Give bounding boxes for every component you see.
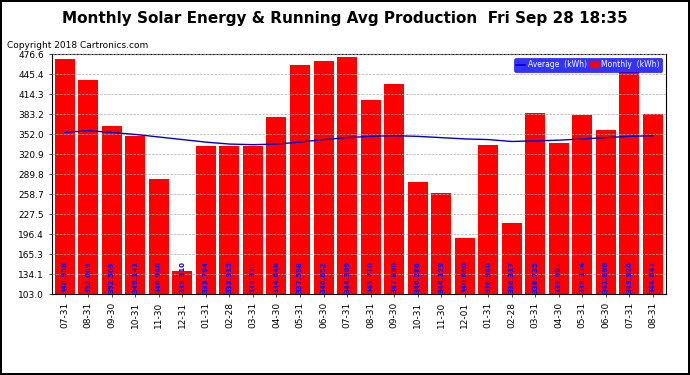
Text: Copyright 2018 Cartronics.com: Copyright 2018 Cartronics.com: [7, 41, 148, 50]
Text: 339.310: 339.310: [179, 261, 186, 293]
Text: 337.598: 337.598: [297, 261, 303, 293]
Text: 339.961: 339.961: [555, 261, 562, 293]
Text: 344.309: 344.309: [344, 261, 350, 293]
Bar: [572, 115, 592, 294]
Text: 333.794: 333.794: [203, 261, 209, 293]
Text: 338.735: 338.735: [532, 261, 538, 293]
Text: 346.940: 346.940: [156, 261, 162, 293]
Text: Monthly Solar Energy & Running Avg Production  Fri Sep 28 18:35: Monthly Solar Energy & Running Avg Produ…: [62, 11, 628, 26]
Text: 349.141: 349.141: [132, 261, 138, 293]
Text: 344.641: 344.641: [650, 261, 656, 293]
Text: 346.652: 346.652: [321, 261, 326, 293]
Bar: [620, 72, 640, 294]
Bar: [384, 84, 404, 294]
Bar: [643, 114, 663, 294]
Bar: [266, 117, 286, 294]
Text: 352.509: 352.509: [109, 261, 115, 293]
Text: 345.710: 345.710: [368, 261, 373, 293]
Legend: Average  (kWh), Monthly  (kWh): Average (kWh), Monthly (kWh): [514, 58, 662, 72]
Bar: [478, 145, 498, 294]
Text: 348.958: 348.958: [61, 261, 68, 293]
Bar: [101, 126, 121, 294]
Text: 352.069: 352.069: [86, 261, 91, 293]
Text: 338.940: 338.940: [485, 261, 491, 293]
Bar: [78, 80, 98, 294]
Bar: [408, 182, 428, 294]
Bar: [596, 130, 616, 294]
Bar: [55, 59, 75, 294]
Text: 336.317: 336.317: [509, 261, 515, 293]
Bar: [313, 61, 333, 294]
Bar: [196, 146, 216, 294]
Text: 334.648: 334.648: [273, 261, 279, 293]
Bar: [172, 271, 193, 294]
Text: 343.920: 343.920: [627, 261, 632, 293]
Text: 346.286: 346.286: [415, 261, 421, 293]
Bar: [361, 100, 381, 294]
Bar: [549, 143, 569, 294]
Bar: [525, 113, 545, 294]
Text: 344.129: 344.129: [438, 261, 444, 293]
Text: 341.896: 341.896: [603, 261, 609, 293]
Text: 333.315: 333.315: [226, 261, 233, 293]
Bar: [219, 147, 239, 294]
Bar: [502, 223, 522, 294]
Text: 347.880: 347.880: [391, 261, 397, 293]
Text: 340.660: 340.660: [462, 261, 468, 293]
Bar: [455, 238, 475, 294]
Bar: [431, 194, 451, 294]
Bar: [290, 66, 310, 294]
Text: 333.321: 333.321: [250, 261, 256, 293]
Text: 339.334: 339.334: [580, 261, 585, 293]
Bar: [243, 146, 263, 294]
Bar: [126, 136, 146, 294]
Bar: [149, 180, 169, 294]
Bar: [337, 57, 357, 294]
